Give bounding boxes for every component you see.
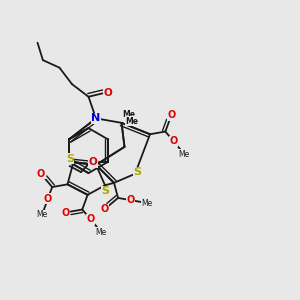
Text: O: O	[86, 214, 94, 224]
Text: O: O	[100, 204, 109, 214]
Text: N: N	[92, 113, 100, 123]
Text: Me: Me	[179, 150, 190, 159]
Text: O: O	[88, 158, 98, 167]
Text: O: O	[37, 169, 45, 179]
Text: O: O	[61, 208, 69, 218]
Text: Me: Me	[37, 210, 48, 219]
Text: O: O	[169, 136, 178, 146]
Text: Me: Me	[141, 199, 153, 208]
Text: O: O	[104, 88, 113, 98]
Text: Me: Me	[125, 117, 139, 126]
Text: O: O	[44, 194, 52, 204]
Text: O: O	[126, 195, 135, 205]
Text: S: S	[66, 154, 74, 164]
Text: Me: Me	[122, 110, 136, 119]
Text: S: S	[102, 186, 110, 196]
Text: S: S	[134, 167, 141, 177]
Text: Me: Me	[96, 227, 107, 236]
Text: O: O	[167, 110, 176, 120]
